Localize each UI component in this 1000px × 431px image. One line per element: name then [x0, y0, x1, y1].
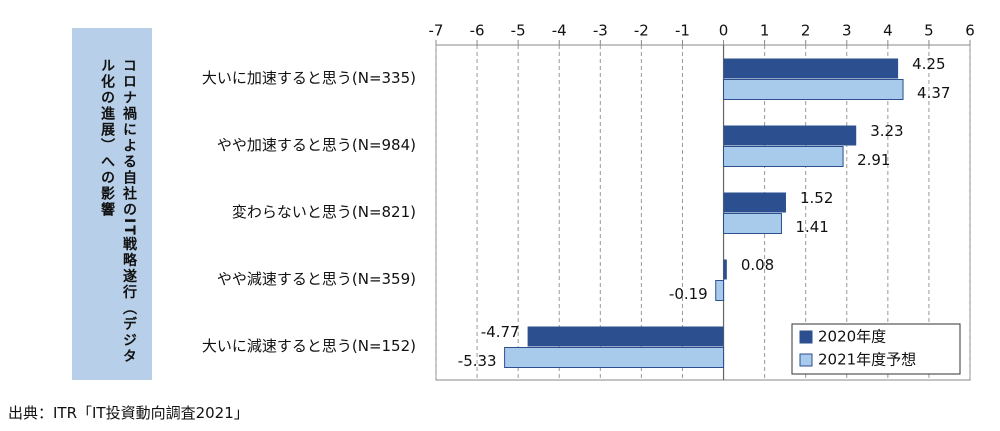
x-tick-label: -2	[634, 22, 649, 40]
value-label: 1.41	[795, 218, 828, 236]
y-tick-label: 変わらないと思う(N=821)	[232, 203, 416, 221]
x-tick-label: 6	[965, 22, 975, 40]
legend-label: 2021年度予想	[818, 351, 916, 369]
y-tick-label: 大いに減速すると思う(N=152)	[202, 337, 416, 355]
value-label: 4.37	[917, 84, 950, 102]
y-tick-label: やや減速すると思う(N=359)	[217, 270, 416, 288]
bar	[527, 326, 724, 347]
bar	[504, 347, 725, 368]
legend-swatch	[799, 330, 813, 344]
bar	[723, 192, 786, 213]
value-label: -4.77	[481, 323, 520, 341]
x-tick-label: -3	[593, 22, 608, 40]
bar	[723, 146, 844, 167]
x-tick-label: 4	[883, 22, 893, 40]
y-axis-label: コロナ禍による自社のIT戦略遂行（デジタル化の進展）への影響	[72, 28, 152, 380]
bar	[715, 280, 725, 301]
legend-label: 2020年度	[818, 328, 886, 346]
value-label: -0.19	[669, 285, 708, 303]
bar	[723, 58, 899, 79]
x-tick-label: 0	[719, 22, 729, 40]
x-tick-label: -6	[470, 22, 485, 40]
y-tick-label: やや加速すると思う(N=984)	[217, 136, 416, 154]
x-tick-label: 2	[801, 22, 811, 40]
value-label: 4.25	[912, 55, 945, 73]
value-label: 0.08	[741, 256, 774, 274]
value-label: -5.33	[458, 352, 497, 370]
x-tick-label: -4	[552, 22, 567, 40]
bar	[723, 125, 857, 146]
x-tick-label: 5	[924, 22, 934, 40]
legend-box	[791, 323, 961, 375]
bar	[723, 79, 904, 100]
x-tick-label: 3	[842, 22, 852, 40]
bar	[723, 213, 782, 234]
source-note: 出典：ITR「IT投資動向調査2021」	[8, 404, 249, 422]
bar	[723, 259, 727, 280]
y-tick-label: 大いに加速すると思う(N=335)	[202, 69, 416, 87]
value-label: 1.52	[800, 189, 833, 207]
legend-swatch	[799, 353, 813, 367]
x-tick-label: -7	[429, 22, 444, 40]
x-tick-label: 1	[760, 22, 770, 40]
value-label: 3.23	[870, 122, 903, 140]
value-label: 2.91	[857, 151, 890, 169]
x-tick-label: -1	[675, 22, 690, 40]
x-tick-label: -5	[511, 22, 526, 40]
